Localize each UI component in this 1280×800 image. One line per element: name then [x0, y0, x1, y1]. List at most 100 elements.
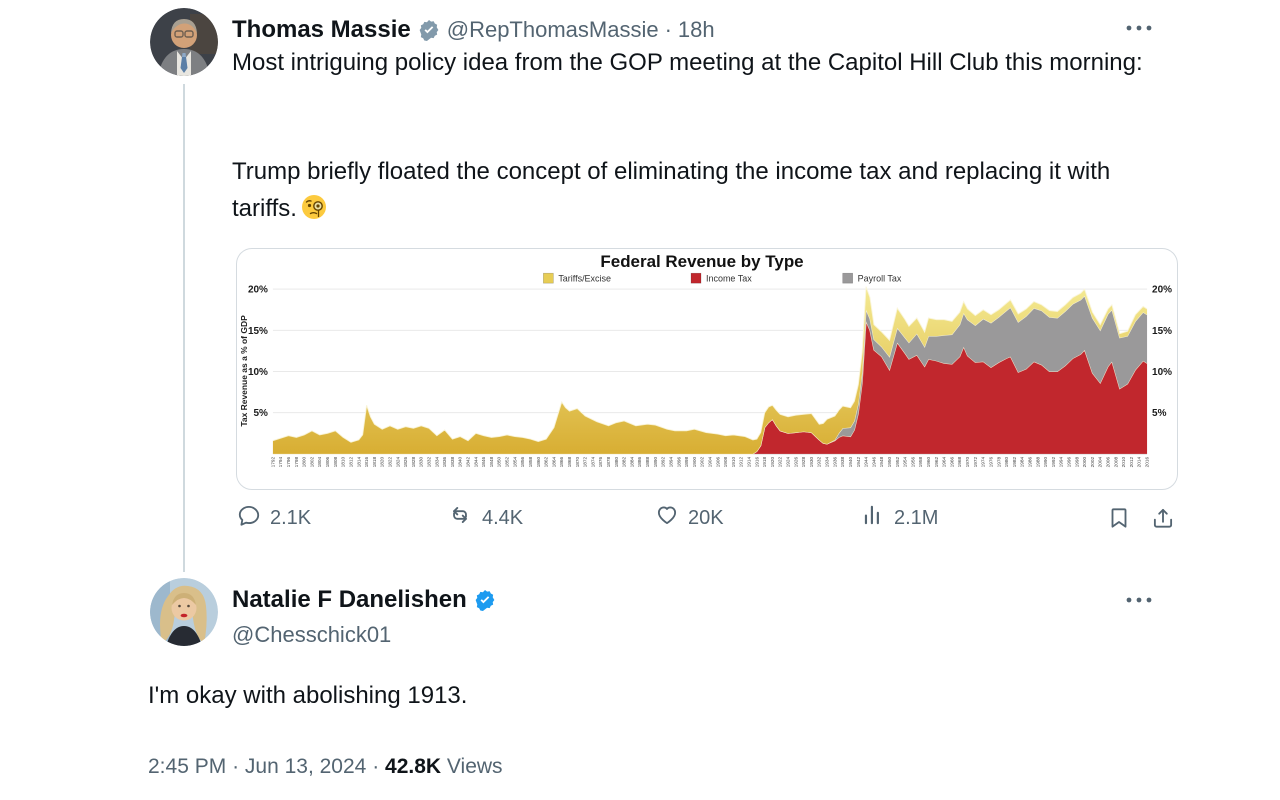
- reply-time: 2:45 PM: [148, 755, 227, 778]
- svg-text:1922: 1922: [778, 456, 784, 467]
- svg-text:1792: 1792: [270, 456, 276, 467]
- svg-text:2002: 2002: [1090, 456, 1096, 467]
- reply-author-handle[interactable]: @Chesschick01: [232, 622, 392, 647]
- share-button[interactable]: [1150, 505, 1176, 531]
- svg-text:1850: 1850: [497, 456, 503, 467]
- svg-text:15%: 15%: [1152, 326, 1172, 337]
- svg-text:1944: 1944: [864, 456, 870, 467]
- svg-text:1946: 1946: [871, 456, 877, 467]
- svg-text:1874: 1874: [590, 456, 596, 467]
- views-count: 2.1M: [894, 506, 939, 529]
- views-button[interactable]: 2.1M: [860, 502, 1088, 534]
- svg-text:1912: 1912: [739, 456, 745, 467]
- svg-text:1866: 1866: [559, 456, 565, 467]
- svg-text:1816: 1816: [364, 456, 370, 467]
- svg-text:1966: 1966: [949, 456, 955, 467]
- svg-text:Payroll Tax: Payroll Tax: [858, 274, 902, 284]
- svg-text:1862: 1862: [544, 456, 550, 467]
- svg-text:1968: 1968: [957, 456, 963, 467]
- svg-text:10%: 10%: [248, 367, 268, 378]
- svg-text:1822: 1822: [387, 456, 393, 467]
- svg-text:1962: 1962: [934, 456, 940, 467]
- analytics-bars-icon: [860, 502, 886, 534]
- more-options-icon[interactable]: [1118, 18, 1160, 38]
- svg-text:1970: 1970: [965, 456, 971, 467]
- reply-author-name[interactable]: Natalie F Danelishen: [232, 586, 467, 613]
- svg-text:1916: 1916: [754, 456, 760, 467]
- svg-text:1910: 1910: [731, 456, 737, 467]
- svg-text:1952: 1952: [895, 456, 901, 467]
- svg-text:1860: 1860: [536, 456, 542, 467]
- svg-text:2008: 2008: [1113, 456, 1119, 467]
- svg-text:1920: 1920: [770, 456, 776, 467]
- svg-text:1904: 1904: [707, 456, 713, 467]
- repost-button[interactable]: 4.4K: [446, 502, 654, 534]
- svg-text:1812: 1812: [348, 456, 354, 467]
- svg-text:1826: 1826: [403, 456, 409, 467]
- svg-text:1842: 1842: [466, 456, 472, 467]
- svg-text:2014: 2014: [1137, 456, 1143, 467]
- svg-text:1824: 1824: [395, 456, 401, 467]
- svg-text:1938: 1938: [840, 456, 846, 467]
- reply-text: I'm okay with abolishing 1913.: [148, 682, 468, 709]
- svg-text:1876: 1876: [598, 456, 604, 467]
- svg-text:1846: 1846: [481, 456, 487, 467]
- author-handle[interactable]: @RepThomasMassie: [446, 17, 659, 42]
- svg-text:1802: 1802: [309, 456, 315, 467]
- author-name[interactable]: Thomas Massie: [232, 16, 411, 43]
- svg-text:1878: 1878: [606, 456, 612, 467]
- svg-text:1958: 1958: [918, 456, 924, 467]
- svg-text:1940: 1940: [848, 456, 854, 467]
- svg-text:Tariffs/Excise: Tariffs/Excise: [558, 274, 611, 284]
- svg-text:1972: 1972: [973, 456, 979, 467]
- svg-text:1988: 1988: [1035, 456, 1041, 467]
- reply-button[interactable]: 2.1K: [236, 502, 446, 534]
- svg-text:1942: 1942: [856, 456, 862, 467]
- reply-icon: [236, 502, 262, 534]
- svg-text:1808: 1808: [333, 456, 339, 467]
- avatar[interactable]: [150, 8, 218, 76]
- tweet-text-paragraph-2: Trump briefly floated the concept of eli…: [232, 158, 1111, 222]
- svg-text:1984: 1984: [1020, 456, 1026, 467]
- svg-text:1932: 1932: [817, 456, 823, 467]
- svg-text:1986: 1986: [1027, 456, 1033, 467]
- svg-text:1854: 1854: [512, 456, 518, 467]
- svg-text:1836: 1836: [442, 456, 448, 467]
- repost-icon: [446, 502, 474, 534]
- svg-text:1898: 1898: [684, 456, 690, 467]
- svg-text:1844: 1844: [473, 456, 479, 467]
- chart-media-card[interactable]: 5% 5% 10% 10% 15% 15% 20% 20% 1792 1794 1796 1798 18…: [236, 248, 1178, 490]
- svg-text:1818: 1818: [372, 456, 378, 467]
- tweet-text-paragraph-1: Most intriguing policy idea from the GOP…: [232, 49, 1143, 76]
- svg-text:1980: 1980: [1004, 456, 1010, 467]
- svg-text:1838: 1838: [450, 456, 456, 467]
- reply-meta-row: 2:45 PM · Jun 13, 2024 · 42.8K Views: [148, 755, 503, 778]
- svg-text:2004: 2004: [1098, 456, 1104, 467]
- svg-text:1806: 1806: [325, 456, 331, 467]
- svg-text:1856: 1856: [520, 456, 526, 467]
- svg-text:1834: 1834: [434, 456, 440, 467]
- svg-text:2000: 2000: [1082, 456, 1088, 467]
- svg-text:1894: 1894: [668, 456, 674, 467]
- svg-text:1998: 1998: [1074, 456, 1080, 467]
- avatar[interactable]: [150, 578, 218, 646]
- svg-text:1872: 1872: [583, 456, 589, 467]
- svg-text:10%: 10%: [1152, 367, 1172, 378]
- author-avatar-image: [150, 8, 218, 76]
- svg-text:1936: 1936: [832, 456, 838, 467]
- svg-text:1796: 1796: [286, 456, 292, 467]
- svg-text:2012: 2012: [1129, 456, 1135, 467]
- more-options-icon[interactable]: [1118, 590, 1160, 610]
- svg-text:15%: 15%: [248, 326, 268, 337]
- svg-text:1814: 1814: [356, 456, 362, 467]
- svg-text:5%: 5%: [254, 408, 269, 419]
- svg-text:Federal Revenue by Type: Federal Revenue by Type: [600, 252, 803, 271]
- svg-text:1832: 1832: [427, 456, 433, 467]
- svg-text:1892: 1892: [661, 456, 667, 467]
- bookmark-button[interactable]: [1106, 505, 1132, 531]
- tweet-timestamp[interactable]: 18h: [677, 17, 715, 42]
- reply-views-count: 42.8K: [385, 755, 442, 778]
- monocle-face-emoji-icon: [301, 194, 327, 220]
- heart-icon: [654, 502, 680, 534]
- like-button[interactable]: 20K: [654, 502, 860, 534]
